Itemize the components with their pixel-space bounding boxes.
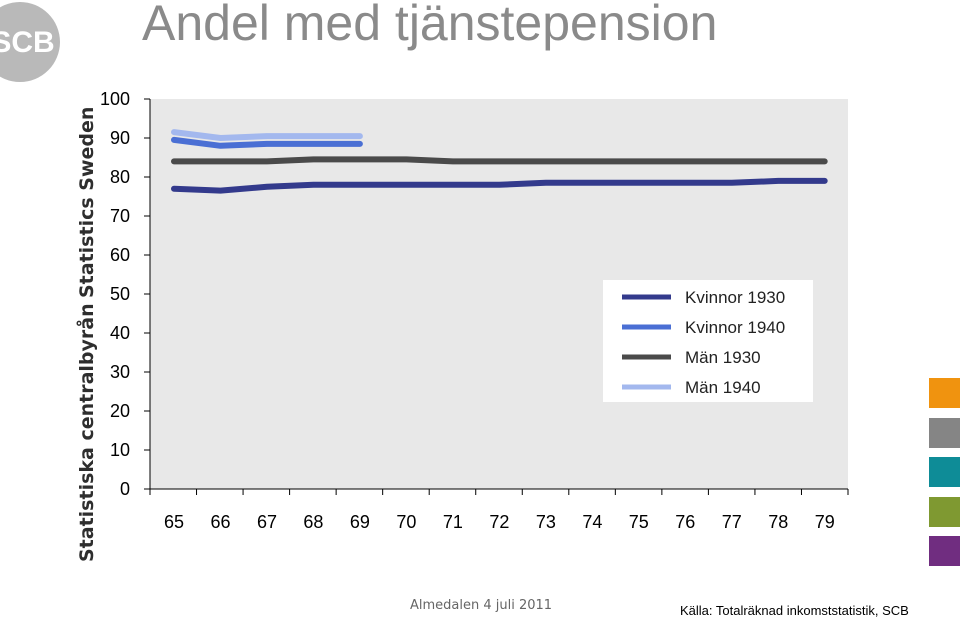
legend-label: Män 1930 (685, 348, 761, 367)
y-tick-label: 60 (110, 245, 130, 265)
scb-logo: SCB (0, 2, 60, 82)
y-tick-label: 90 (110, 128, 130, 148)
x-tick-label: 72 (489, 512, 509, 532)
legend-box (603, 280, 813, 402)
y-tick-label: 40 (110, 323, 130, 343)
scb-logo-circle (0, 2, 60, 82)
legend: Kvinnor 1930 Kvinnor 1940 Män 1930 Män 1940 (603, 280, 813, 402)
series-line-man-1940 (171, 129, 363, 141)
x-tick-label: 68 (303, 512, 323, 532)
y-tick-label: 0 (120, 479, 130, 499)
x-tick-label: 77 (722, 512, 742, 532)
page-title: Andel med tjänstepension (142, 0, 718, 51)
y-tick-label: 100 (100, 89, 130, 109)
line-chart: 0 10 20 30 40 50 60 70 80 90 100 65 66 67 68 69 70 71 72 7… (100, 89, 849, 532)
series-line-kvinnor-1930 (171, 177, 828, 194)
x-tick-label: 66 (210, 512, 230, 532)
y-tick-label: 50 (110, 284, 130, 304)
footer-source-label: Källa: Totalräknad inkomststatistik, SCB (680, 603, 909, 618)
x-tick-label: 71 (443, 512, 463, 532)
x-tick-label: 79 (815, 512, 835, 532)
x-tick-label: 78 (768, 512, 788, 532)
legend-label: Män 1940 (685, 378, 761, 397)
color-swatch-purple (929, 536, 960, 566)
series-line-man-1930 (171, 156, 828, 165)
color-swatch-gray (929, 418, 960, 448)
x-tick-label: 73 (536, 512, 556, 532)
color-swatch-orange (929, 378, 960, 408)
x-tick-label: 65 (164, 512, 184, 532)
x-tick-label: 76 (675, 512, 695, 532)
x-tick-label: 67 (257, 512, 277, 532)
y-tick-label: 30 (110, 362, 130, 382)
y-tick-label: 20 (110, 401, 130, 421)
y-tick-label: 80 (110, 167, 130, 187)
scb-logo-text: SCB (0, 26, 55, 59)
color-swatch-olive (929, 497, 960, 527)
series-layer (171, 129, 828, 194)
y-tick-label: 10 (110, 440, 130, 460)
color-swatch-teal (929, 457, 960, 487)
legend-label: Kvinnor 1930 (685, 288, 785, 307)
x-axis: 65 66 67 68 69 70 71 72 73 74 75 76 77 78 79 (149, 488, 849, 532)
x-tick-label: 75 (629, 512, 649, 532)
x-tick-label: 74 (582, 512, 602, 532)
footer-event-label: Almedalen 4 juli 2011 (410, 598, 553, 613)
y-axis: 0 10 20 30 40 50 60 70 80 90 100 (100, 89, 151, 499)
x-tick-label: 70 (396, 512, 416, 532)
series-line-kvinnor-1940 (171, 136, 363, 149)
y-tick-label: 70 (110, 206, 130, 226)
x-tick-label: 69 (350, 512, 370, 532)
legend-label: Kvinnor 1940 (685, 318, 785, 337)
